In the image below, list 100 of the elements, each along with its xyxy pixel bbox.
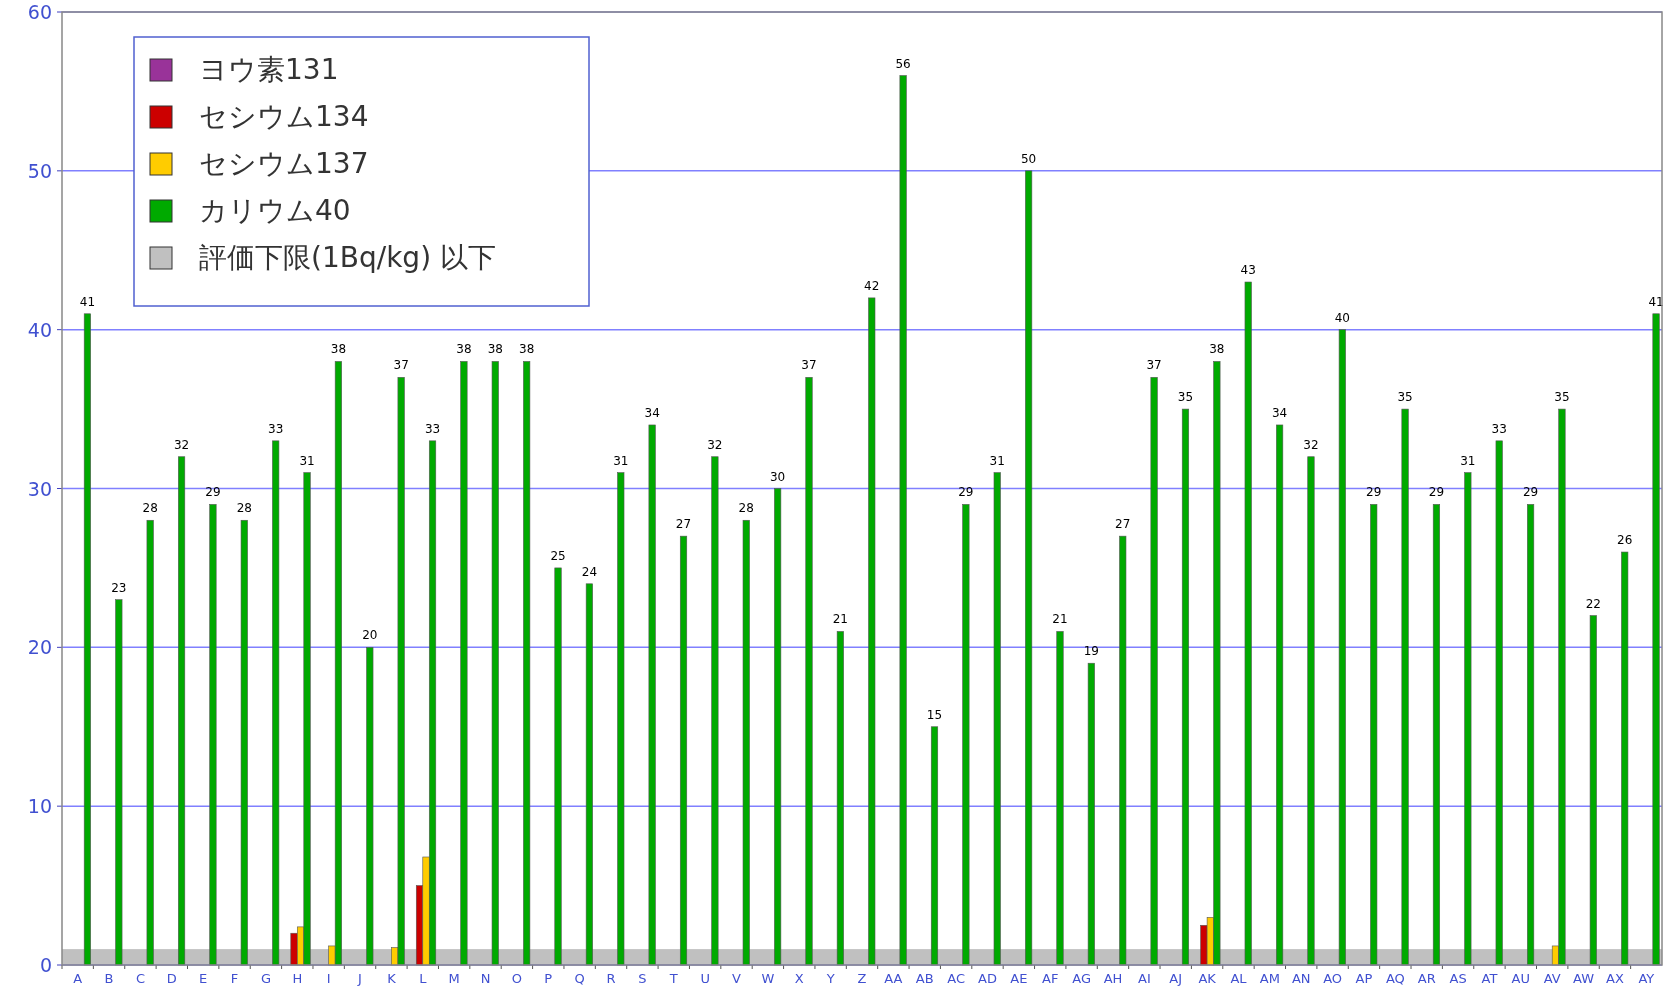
bar <box>115 599 123 966</box>
data-label: 26 <box>1617 533 1633 548</box>
data-label: 32 <box>173 437 190 452</box>
bar <box>209 504 217 966</box>
data-label: 38 <box>456 342 472 357</box>
bar <box>930 726 939 966</box>
x-tick-label: S <box>638 971 647 986</box>
x-tick-label: K <box>387 971 397 986</box>
x-tick-label: O <box>511 971 523 986</box>
x-tick-label: U <box>700 971 710 986</box>
data-label: 32 <box>707 437 723 452</box>
data-label: 29 <box>1522 485 1539 500</box>
data-label: 30 <box>769 469 786 484</box>
bar <box>1432 504 1441 966</box>
bar <box>1244 281 1252 966</box>
data-label: 33 <box>268 421 284 436</box>
x-tick-label: T <box>668 971 678 986</box>
x-tick-label: P <box>544 971 553 986</box>
data-label: 24 <box>581 564 598 579</box>
data-label: 37 <box>1146 358 1162 373</box>
data-label: 34 <box>1271 405 1288 420</box>
data-label: 31 <box>299 453 315 468</box>
x-tick-label: AJ <box>1169 971 1183 986</box>
data-label: 29 <box>958 485 974 500</box>
data-label: 35 <box>1177 390 1194 405</box>
bar <box>272 440 280 966</box>
x-tick-label: Y <box>825 971 835 986</box>
x-tick-label: AC <box>947 971 965 986</box>
legend-label: 評価下限(1Bq/kg) 以下 <box>199 241 496 274</box>
bar <box>836 631 844 966</box>
x-tick-label: AB <box>915 971 934 986</box>
data-label: 38 <box>487 342 503 357</box>
x-tick-label: AH <box>1103 971 1123 986</box>
bar <box>1370 504 1378 966</box>
bar <box>178 456 186 966</box>
x-tick-label: AU <box>1511 971 1531 986</box>
bar <box>899 75 907 966</box>
data-label: 29 <box>1366 485 1382 500</box>
x-tick-label: AO <box>1323 971 1343 986</box>
data-label: 19 <box>1083 644 1099 659</box>
y-tick-label: 30 <box>27 477 52 500</box>
bar <box>1276 424 1284 966</box>
data-label: 21 <box>832 612 849 627</box>
bar <box>711 456 719 966</box>
data-label: 34 <box>644 405 660 420</box>
bar <box>1338 329 1346 966</box>
x-tick-label: V <box>732 971 742 986</box>
bar <box>1652 313 1660 966</box>
bar <box>491 361 499 966</box>
x-tick-label: F <box>230 971 239 986</box>
data-label: 22 <box>1585 596 1601 611</box>
x-tick-label: L <box>419 971 428 986</box>
bar <box>1025 170 1033 966</box>
x-tick-label: Z <box>857 971 867 986</box>
legend-label: ヨウ素131 <box>199 53 339 86</box>
x-tick-label: AM <box>1259 971 1280 986</box>
x-tick-label: R <box>606 971 616 986</box>
x-tick-label: Q <box>574 971 585 986</box>
legend-label: セシウム137 <box>199 147 369 180</box>
data-label: 35 <box>1397 390 1413 405</box>
data-label: 56 <box>895 56 911 71</box>
bar <box>1464 472 1472 966</box>
legend-label: カリウム40 <box>199 194 351 227</box>
data-label: 29 <box>205 485 221 500</box>
bar <box>617 472 625 966</box>
x-tick-label: AN <box>1291 971 1311 986</box>
y-tick-label: 40 <box>27 318 52 341</box>
data-label: 41 <box>1648 294 1664 309</box>
data-label: 37 <box>393 358 409 373</box>
x-tick-label: G <box>260 971 271 986</box>
x-tick-label: X <box>794 971 804 986</box>
bar <box>1181 408 1190 966</box>
x-tick-label: N <box>480 971 491 986</box>
data-label: 31 <box>1460 453 1476 468</box>
x-tick-label: AF <box>1042 971 1059 986</box>
x-tick-label: AQ <box>1385 971 1405 986</box>
x-tick-label: AD <box>978 971 997 986</box>
bar <box>146 519 154 966</box>
data-label: 27 <box>1115 517 1131 532</box>
y-tick-label: 0 <box>39 954 52 976</box>
x-tick-label: W <box>761 971 775 986</box>
bar <box>83 313 91 966</box>
data-label: 27 <box>675 517 692 532</box>
data-label: 40 <box>1334 310 1350 325</box>
x-tick-label: AK <box>1198 971 1217 986</box>
bar <box>1119 535 1127 966</box>
x-tick-label: AG <box>1072 971 1091 986</box>
data-label: 28 <box>738 501 754 516</box>
y-tick-label: 20 <box>27 636 52 659</box>
x-tick-label: AY <box>1638 971 1655 986</box>
y-tick-label: 10 <box>27 795 52 818</box>
x-tick-label: AW <box>1573 971 1595 986</box>
x-tick-label: H <box>292 971 303 986</box>
data-label: 31 <box>613 453 629 468</box>
data-label: 42 <box>864 278 880 293</box>
bar <box>554 567 562 966</box>
bar <box>1150 377 1158 966</box>
bar <box>1495 440 1503 966</box>
bar <box>460 361 468 966</box>
data-label: 32 <box>1303 437 1319 452</box>
